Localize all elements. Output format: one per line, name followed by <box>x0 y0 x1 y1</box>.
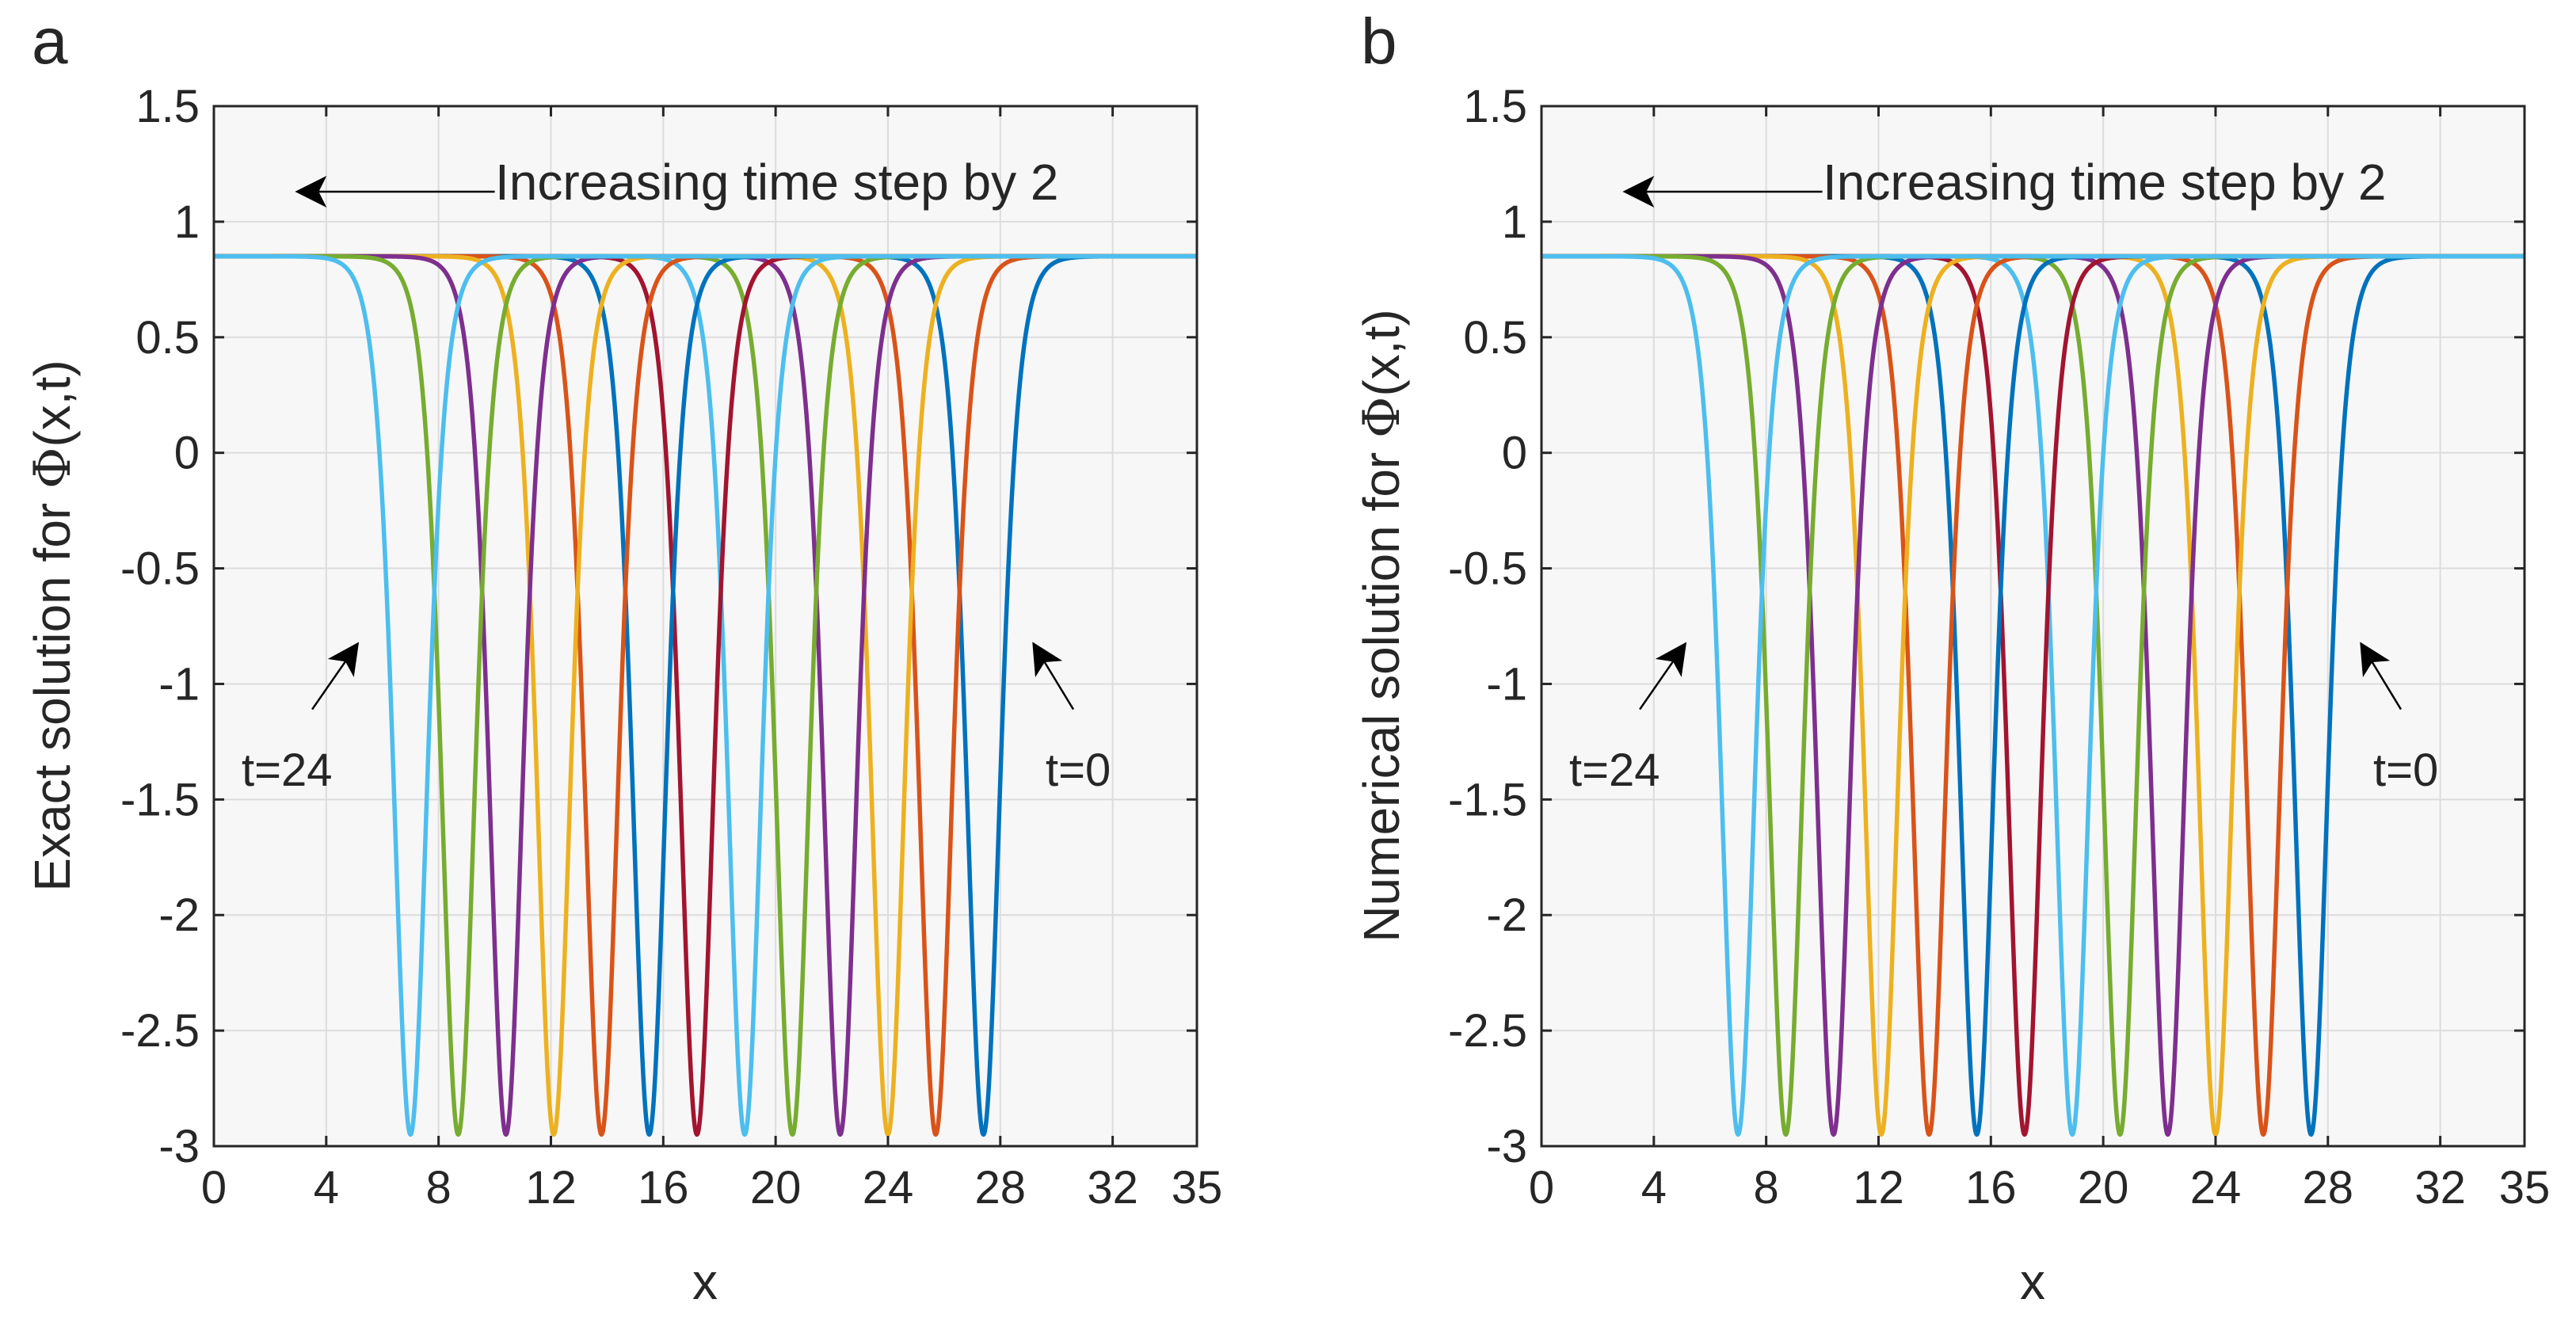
y-tick-label: 1.5 <box>135 81 200 132</box>
y-tick-label: -1 <box>158 658 200 710</box>
series-line-t-24 <box>212 253 1198 1137</box>
y-tick-label: 0 <box>174 428 200 479</box>
annotation-t24-arrow <box>1639 642 1687 711</box>
x-tick-label: 4 <box>314 1162 339 1213</box>
series-lines <box>1540 253 2526 1137</box>
series-line-t-24 <box>1540 253 2526 1137</box>
y-tick-label: -2 <box>158 890 200 941</box>
x-tick-label: 24 <box>2190 1162 2242 1213</box>
panel-label: a <box>32 6 68 78</box>
x-tick-label: 12 <box>1853 1162 1904 1213</box>
y-tick-label: -3 <box>1486 1121 1527 1172</box>
y-axis-label-prefix: Exact solution for <box>24 489 81 892</box>
x-tick-label: 16 <box>638 1162 689 1213</box>
x-tick-label: 28 <box>975 1162 1027 1213</box>
x-tick-label: 20 <box>750 1162 802 1213</box>
x-tick-label: 0 <box>1529 1162 1554 1213</box>
y-axis-label-symbol: Φ <box>24 448 82 489</box>
panel-label: b <box>1361 6 1397 78</box>
x-tick-label: 35 <box>2499 1162 2551 1213</box>
annotation-t24-label: t=24 <box>1569 745 1660 796</box>
y-axis-label: Numerical solution for Φ(x,t) <box>1353 309 1412 942</box>
annotation-arrows <box>1622 175 2403 711</box>
y-axis-label-symbol: Φ <box>1353 397 1412 438</box>
y-tick-label: -1 <box>1486 658 1527 710</box>
annotation-t0-label: t=0 <box>1046 745 1111 796</box>
x-tick-label: 0 <box>201 1162 227 1213</box>
y-tick-label: -2.5 <box>1448 1005 1527 1057</box>
x-tick-label: 35 <box>1172 1162 1223 1213</box>
x-tick-label: 24 <box>863 1162 914 1213</box>
y-tick-label: 1 <box>1502 196 1527 248</box>
y-axis-label: Exact solution for Φ(x,t) <box>24 360 82 891</box>
y-axis-label-prefix: Numerical solution for <box>1353 438 1410 943</box>
y-tick-label: -2 <box>1486 890 1527 941</box>
annotation-t24-arrow <box>311 642 360 711</box>
y-tick-label: 0.5 <box>1463 312 1527 364</box>
y-tick-label: 1 <box>174 196 200 248</box>
y-tick-label: -0.5 <box>1448 543 1527 595</box>
annotation-t0-label: t=0 <box>2373 745 2438 796</box>
series-lines <box>212 253 1198 1137</box>
grid-lines <box>214 106 1197 1146</box>
axes-frame <box>1540 105 2526 1148</box>
y-tick-label: -2.5 <box>120 1005 200 1057</box>
y-tick-label: -0.5 <box>120 543 200 595</box>
x-tick-label: 16 <box>1965 1162 2017 1213</box>
y-axis-label-suffix: (x,t) <box>1353 309 1410 396</box>
x-tick-label: 12 <box>525 1162 577 1213</box>
grid-lines <box>1541 106 2525 1146</box>
y-tick-label: -1.5 <box>120 774 200 825</box>
y-tick-label: -3 <box>158 1121 200 1172</box>
panel-b: 0 4 8 12 16 20 24 28 32 35 1.5 1 0.5 0 -0.5 -1 -1.5 -2 -2.… <box>1353 6 2550 1310</box>
axes-frame <box>212 105 1198 1148</box>
y-tick-label: -1.5 <box>1448 774 1527 825</box>
x-tick-label: 20 <box>2078 1162 2129 1213</box>
annotation-top-text: Increasing time step by 2 <box>1823 154 2386 211</box>
annotation-arrows <box>295 175 1075 711</box>
annotation-t0-arrow <box>1032 642 1075 711</box>
x-tick-label: 4 <box>1641 1162 1667 1213</box>
panel-a: 0 4 8 12 16 20 24 28 32 35 1.5 1 0.5 0 -0.5 -1 -1.5 -2 -2.… <box>24 6 1222 1310</box>
y-tick-label: 0.5 <box>135 312 200 364</box>
x-tick-label: 32 <box>1087 1162 1138 1213</box>
y-tick-label: 1.5 <box>1463 81 1527 132</box>
annotation-t24-label: t=24 <box>242 745 333 796</box>
y-tick-label: 0 <box>1502 428 1527 479</box>
x-tick-label: 8 <box>426 1162 452 1213</box>
x-tick-label: 28 <box>2303 1162 2354 1213</box>
annotation-t0-arrow <box>2360 642 2403 711</box>
x-axis-label: x <box>2020 1253 2045 1310</box>
annotation-top-text: Increasing time step by 2 <box>495 154 1058 211</box>
y-axis-label-suffix: (x,t) <box>24 360 81 447</box>
x-axis-label: x <box>692 1253 718 1310</box>
axis-ticks: 0 4 8 12 16 20 24 28 32 35 1.5 1 0.5 0 -0.5 -1 -1.5 -2 -2.… <box>1448 81 2550 1213</box>
axis-ticks: 0 4 8 12 16 20 24 28 32 35 1.5 1 0.5 0 -0.5 -1 -1.5 -2 -2.… <box>120 81 1222 1213</box>
x-tick-label: 32 <box>2414 1162 2466 1213</box>
x-tick-label: 8 <box>1754 1162 1779 1213</box>
